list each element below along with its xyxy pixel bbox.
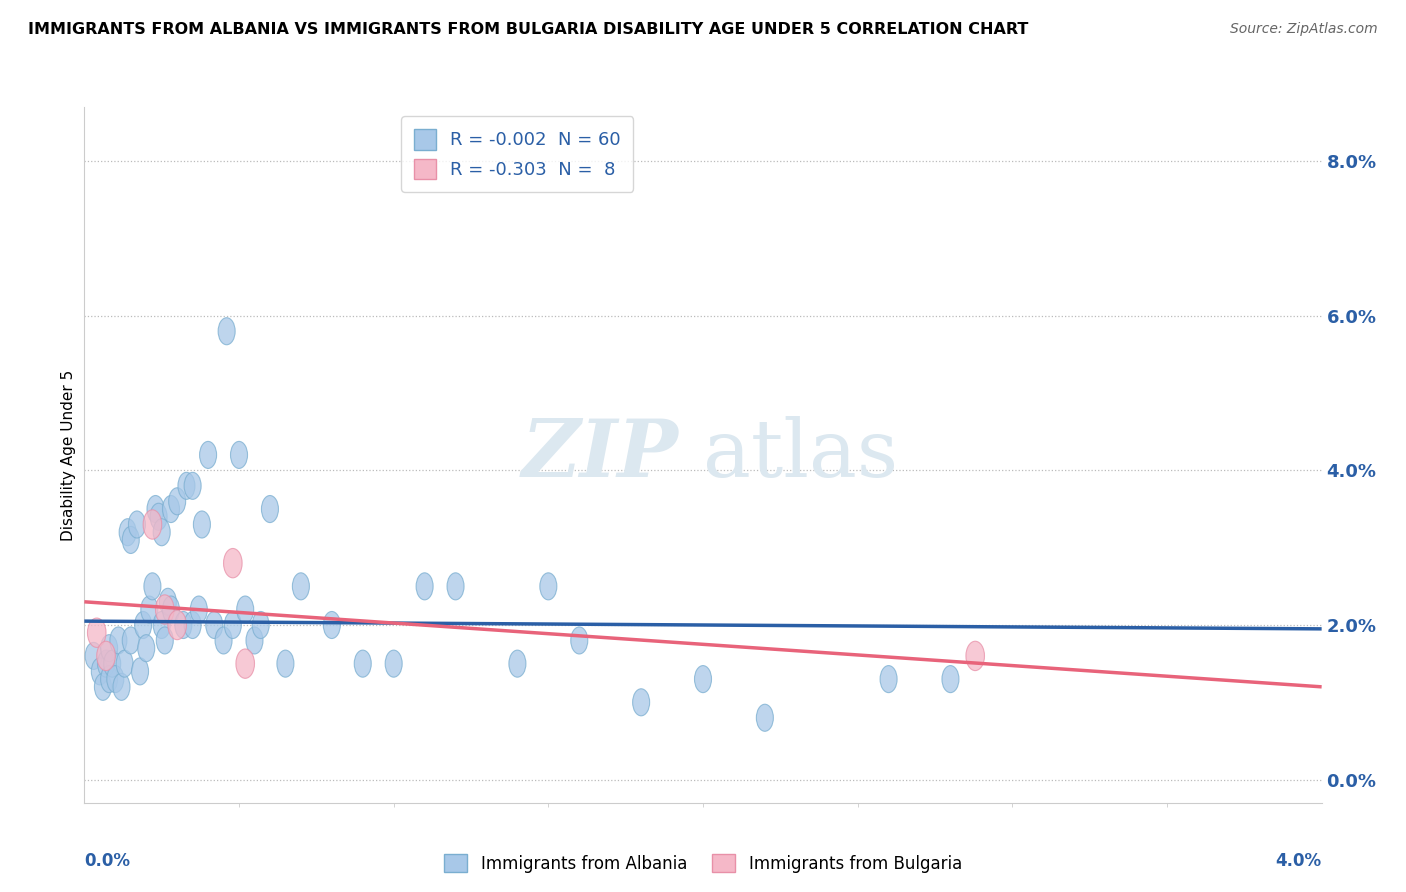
Ellipse shape (97, 650, 114, 677)
Ellipse shape (184, 473, 201, 500)
Ellipse shape (509, 650, 526, 677)
Ellipse shape (540, 573, 557, 599)
Ellipse shape (571, 627, 588, 654)
Ellipse shape (218, 318, 235, 345)
Ellipse shape (156, 595, 174, 624)
Ellipse shape (323, 612, 340, 639)
Ellipse shape (236, 649, 254, 678)
Ellipse shape (633, 689, 650, 715)
Ellipse shape (101, 665, 118, 692)
Ellipse shape (252, 612, 269, 639)
Ellipse shape (179, 473, 195, 500)
Text: 4.0%: 4.0% (1275, 852, 1322, 870)
Ellipse shape (143, 510, 162, 539)
Ellipse shape (163, 496, 180, 523)
Ellipse shape (215, 627, 232, 654)
Ellipse shape (94, 673, 111, 700)
Ellipse shape (159, 589, 176, 615)
Ellipse shape (135, 612, 152, 639)
Ellipse shape (104, 650, 121, 677)
Ellipse shape (97, 641, 115, 671)
Ellipse shape (184, 612, 201, 639)
Ellipse shape (205, 612, 222, 639)
Ellipse shape (122, 627, 139, 654)
Ellipse shape (101, 635, 118, 662)
Ellipse shape (174, 612, 191, 639)
Ellipse shape (354, 650, 371, 677)
Text: ZIP: ZIP (522, 417, 678, 493)
Text: Source: ZipAtlas.com: Source: ZipAtlas.com (1230, 22, 1378, 37)
Ellipse shape (141, 596, 157, 623)
Ellipse shape (262, 496, 278, 523)
Legend: R = -0.002  N = 60, R = -0.303  N =  8: R = -0.002 N = 60, R = -0.303 N = 8 (401, 116, 634, 192)
Ellipse shape (148, 496, 165, 523)
Ellipse shape (128, 511, 145, 538)
Ellipse shape (880, 665, 897, 692)
Ellipse shape (695, 665, 711, 692)
Ellipse shape (153, 519, 170, 546)
Text: IMMIGRANTS FROM ALBANIA VS IMMIGRANTS FROM BULGARIA DISABILITY AGE UNDER 5 CORRE: IMMIGRANTS FROM ALBANIA VS IMMIGRANTS FR… (28, 22, 1029, 37)
Ellipse shape (117, 650, 134, 677)
Ellipse shape (138, 635, 155, 662)
Y-axis label: Disability Age Under 5: Disability Age Under 5 (60, 369, 76, 541)
Ellipse shape (143, 573, 160, 599)
Ellipse shape (150, 503, 167, 530)
Ellipse shape (194, 511, 211, 538)
Ellipse shape (224, 549, 242, 578)
Ellipse shape (87, 618, 105, 648)
Ellipse shape (120, 519, 136, 546)
Ellipse shape (447, 573, 464, 599)
Legend: Immigrants from Albania, Immigrants from Bulgaria: Immigrants from Albania, Immigrants from… (437, 847, 969, 880)
Ellipse shape (277, 650, 294, 677)
Ellipse shape (156, 627, 173, 654)
Ellipse shape (200, 442, 217, 468)
Ellipse shape (167, 610, 187, 640)
Ellipse shape (122, 526, 139, 553)
Ellipse shape (231, 442, 247, 468)
Ellipse shape (292, 573, 309, 599)
Ellipse shape (163, 596, 180, 623)
Text: 0.0%: 0.0% (84, 852, 131, 870)
Ellipse shape (385, 650, 402, 677)
Ellipse shape (86, 642, 103, 669)
Ellipse shape (246, 627, 263, 654)
Ellipse shape (756, 705, 773, 731)
Ellipse shape (225, 612, 242, 639)
Ellipse shape (190, 596, 207, 623)
Ellipse shape (942, 665, 959, 692)
Ellipse shape (132, 658, 149, 685)
Ellipse shape (110, 627, 127, 654)
Ellipse shape (966, 641, 984, 671)
Ellipse shape (169, 488, 186, 515)
Text: atlas: atlas (703, 416, 898, 494)
Ellipse shape (107, 665, 124, 692)
Ellipse shape (153, 612, 170, 639)
Ellipse shape (91, 658, 108, 685)
Ellipse shape (416, 573, 433, 599)
Ellipse shape (236, 596, 253, 623)
Ellipse shape (112, 673, 129, 700)
